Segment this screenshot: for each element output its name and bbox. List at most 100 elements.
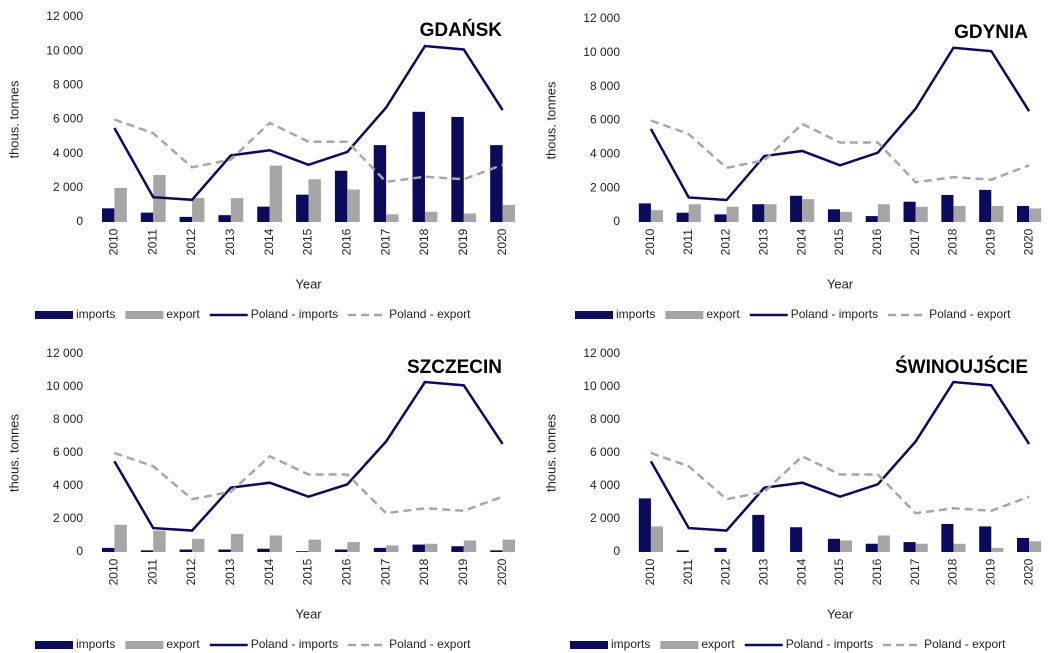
panel: 0 2 000 4 000 6 000 8 000 10 000 12 000 2010 201… <box>6 9 516 321</box>
legend-label: imports <box>76 637 115 651</box>
bar <box>827 538 840 552</box>
legend-label: export <box>701 637 735 651</box>
line <box>649 46 1031 202</box>
bar <box>218 549 231 552</box>
bar <box>192 538 205 552</box>
y-tick-label: 0 <box>613 214 620 228</box>
y-tick-label: 0 <box>76 214 83 228</box>
bar <box>296 194 309 222</box>
bar <box>101 208 115 222</box>
bar <box>179 549 193 552</box>
y-tick-label: 12 000 <box>583 11 620 25</box>
legend-label: export <box>706 307 740 321</box>
y-tick-label: 6 000 <box>590 113 620 127</box>
bar <box>257 206 270 222</box>
x-tick-label: 2016 <box>339 228 353 255</box>
bar <box>865 216 878 222</box>
x-tick-label: 2011 <box>681 229 695 255</box>
x-tick-label: 2019 <box>456 228 470 255</box>
line <box>650 451 1030 515</box>
bar <box>153 530 166 552</box>
x-tick-label: 2018 <box>946 228 960 255</box>
bar <box>790 195 803 222</box>
y-tick-label: 4 000 <box>53 478 83 492</box>
bar <box>192 198 205 222</box>
bar <box>650 526 664 552</box>
bar <box>412 544 425 552</box>
x-tick-label: 2015 <box>832 558 846 585</box>
bar <box>714 547 727 552</box>
legend-swatch <box>570 641 608 649</box>
bar <box>650 210 664 222</box>
bar <box>638 203 651 222</box>
bar <box>114 524 127 552</box>
line <box>113 44 504 202</box>
x-tick-label: 2014 <box>262 558 276 585</box>
x-tick-label: 2011 <box>681 559 695 585</box>
line <box>113 118 504 184</box>
bar <box>373 547 387 552</box>
x-tick-label: 2013 <box>757 558 771 585</box>
x-tick-label: 2016 <box>870 558 884 585</box>
bar <box>764 204 777 222</box>
bar <box>347 542 360 552</box>
bar <box>218 215 231 222</box>
bar <box>412 111 425 222</box>
legend-swatch <box>35 641 73 649</box>
bar <box>915 206 928 222</box>
legend-swatch <box>575 311 613 319</box>
x-axis-title: Year <box>295 606 322 621</box>
y-tick-label: 8 000 <box>590 79 620 93</box>
y-tick-label: 0 <box>76 544 83 558</box>
x-tick-label: 2010 <box>643 558 657 585</box>
legend-label: Poland - export <box>929 307 1011 321</box>
bar <box>334 549 348 552</box>
x-tick-label: 2013 <box>223 228 237 255</box>
bar <box>424 543 438 552</box>
bar <box>991 205 1004 222</box>
bar <box>114 187 127 222</box>
bar <box>726 206 739 222</box>
bar <box>386 545 399 552</box>
x-axis-title: Year <box>827 276 854 291</box>
bar <box>840 211 853 222</box>
y-tick-label: 2 000 <box>590 180 620 194</box>
bar <box>101 547 115 552</box>
title: ŚWINOUJŚCIE <box>895 356 1028 378</box>
legend-label: Poland - export <box>924 637 1006 651</box>
bar <box>373 145 387 222</box>
y-tick-label: 2 000 <box>53 180 83 194</box>
y-tick-label: 2 000 <box>590 511 620 525</box>
legend-label: imports <box>616 307 655 321</box>
panel: 0 2 000 4 000 6 000 8 000 10 000 12 000 2010 201… <box>543 346 1042 651</box>
x-tick-label: 2019 <box>456 558 470 585</box>
bar <box>257 548 270 552</box>
bar <box>903 201 916 222</box>
x-tick-label: 2013 <box>223 558 237 585</box>
legend-label: imports <box>611 637 650 651</box>
bar <box>953 543 966 552</box>
y-tick-label: 10 000 <box>46 43 83 57</box>
bar <box>308 179 321 222</box>
y-tick-label: 4 000 <box>53 146 83 160</box>
x-tick-label: 2014 <box>794 558 808 585</box>
bar <box>451 116 464 222</box>
bar <box>230 198 244 222</box>
bar <box>490 145 503 222</box>
x-tick-label: 2020 <box>495 558 509 585</box>
x-tick-label: 2010 <box>643 228 657 255</box>
line <box>113 380 504 532</box>
x-tick-label: 2018 <box>417 228 431 255</box>
y-tick-label: 4 000 <box>590 147 620 161</box>
legend-label: Poland - imports <box>251 637 338 651</box>
x-tick-label: 2015 <box>832 228 846 255</box>
legend-label: export <box>166 307 200 321</box>
bar <box>1029 541 1042 552</box>
bar <box>1016 537 1030 552</box>
y-tick-label: 12 000 <box>583 346 620 360</box>
bar <box>1029 208 1042 222</box>
y-axis-title: thous. tonnes <box>543 413 558 492</box>
bar <box>953 205 966 222</box>
panel: 0 2 000 4 000 6 000 8 000 10 000 12 000 2010 201… <box>6 346 516 651</box>
